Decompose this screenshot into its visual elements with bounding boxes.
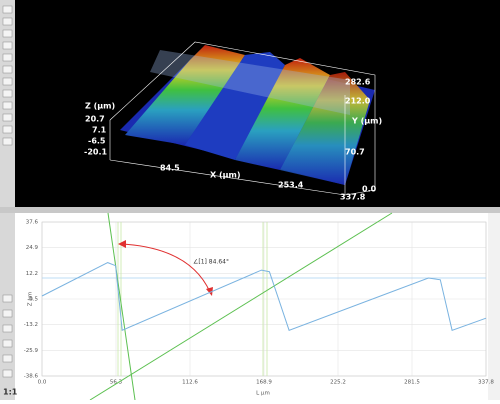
y-tick-label: -0.5 — [27, 297, 38, 303]
z-axis-label: Z (µm) — [85, 102, 115, 111]
angle-annotation: ∠[1] 84.64° — [193, 259, 229, 266]
y-tick: 0.0 — [362, 185, 377, 194]
z-tick: -6.5 — [88, 137, 106, 146]
x-axis-label: L µm — [256, 391, 270, 397]
x-tick-label: 168.9 — [256, 380, 272, 386]
y-tick-label: -38.6 — [24, 374, 39, 380]
plot-frame — [41, 221, 487, 377]
surface-3d — [120, 45, 375, 185]
bounding-box — [109, 41, 376, 196]
z-tick: 7.1 — [92, 126, 107, 135]
y-tick: 70.7 — [345, 148, 365, 157]
x-tick-label: 112.6 — [182, 380, 198, 386]
x-tick: 337.8 — [340, 193, 366, 202]
y-tick-label: -13.2 — [24, 322, 38, 328]
fit-line — [89, 212, 393, 401]
fit-line — [107, 212, 136, 401]
y-tick: 282.6 — [345, 78, 371, 87]
toolbar-buttons[interactable] — [2, 5, 13, 146]
x-tick-label: 337.8 — [478, 380, 494, 386]
x-axis-label: X (µm) — [210, 171, 241, 180]
x-tick-label: 0.0 — [38, 380, 47, 386]
z-tick: -20.1 — [84, 148, 107, 157]
y-tick-label: 24.9 — [26, 245, 39, 251]
y-axis-label: Y (µm) — [351, 117, 382, 126]
x-tick: 84.5 — [160, 164, 180, 173]
angle-arc — [121, 243, 211, 293]
y-axis-label: Z µm — [28, 292, 34, 306]
x-tick-label: 225.2 — [330, 380, 346, 386]
arrow-head — [206, 287, 213, 296]
y-tick-label: 12.2 — [26, 271, 38, 277]
y-tick-label: -25.9 — [24, 348, 39, 354]
y-tick-label: 37.6 — [26, 220, 39, 226]
x-tick-label: 281.5 — [404, 380, 420, 386]
x-tick: 253.4 — [278, 181, 304, 190]
side-panel — [488, 213, 500, 400]
zoom-label[interactable]: 1:1 — [3, 388, 18, 397]
splitter[interactable] — [0, 207, 500, 213]
toolbar-bottom — [0, 213, 15, 400]
x-tick-label: 56.3 — [110, 380, 123, 386]
toolbar-buttons-bottom[interactable] — [2, 294, 13, 378]
z-tick: 20.7 — [85, 115, 105, 124]
y-tick: 212.0 — [345, 97, 371, 106]
arrow-head — [118, 240, 126, 248]
profile-line — [41, 262, 487, 332]
